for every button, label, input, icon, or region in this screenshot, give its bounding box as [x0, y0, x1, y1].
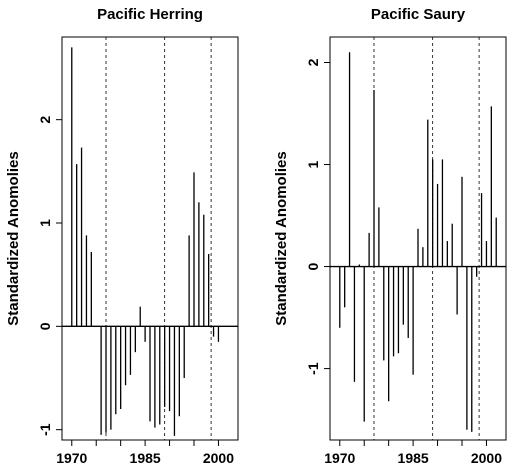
saury-y-axis-label: Standardized Anomolies — [273, 151, 290, 325]
saury-x-tick-label: 1970 — [324, 450, 355, 466]
saury-y-tick-label: 0 — [305, 262, 321, 270]
saury-y-tick-label: -1 — [305, 362, 321, 375]
herring-title: Pacific Herring — [97, 6, 203, 23]
herring-y-tick-label: 1 — [37, 219, 53, 227]
herring-x-tick-label: 2000 — [203, 450, 234, 466]
saury-y-tick-label: 1 — [305, 160, 321, 168]
saury-panel: Pacific Saury Standardized Anomolies 197… — [273, 6, 507, 466]
herring-panel: Pacific Herring Standardized Anomolies 1… — [5, 6, 239, 466]
herring-plot-frame — [61, 36, 239, 441]
herring-y-tick-label: 0 — [37, 322, 53, 330]
herring-y-tick-label: -1 — [37, 423, 53, 436]
herring-y-axis-label: Standardized Anomolies — [5, 151, 22, 325]
saury-plot-frame — [329, 36, 507, 441]
saury-title: Pacific Saury — [371, 6, 466, 23]
herring-x-tick-label: 1970 — [56, 450, 87, 466]
saury-x-tick-label: 2000 — [471, 450, 502, 466]
saury-x-tick-label: 1985 — [398, 450, 429, 466]
herring-x-tick-label: 1985 — [130, 450, 161, 466]
saury-y-tick-label: 2 — [305, 58, 321, 66]
herring-marks: 1970 1985 2000 -1 0 1 2 — [37, 37, 238, 466]
saury-marks: 1970 1985 2000 -1 0 1 2 — [305, 37, 506, 466]
herring-y-tick-label: 2 — [37, 116, 53, 124]
